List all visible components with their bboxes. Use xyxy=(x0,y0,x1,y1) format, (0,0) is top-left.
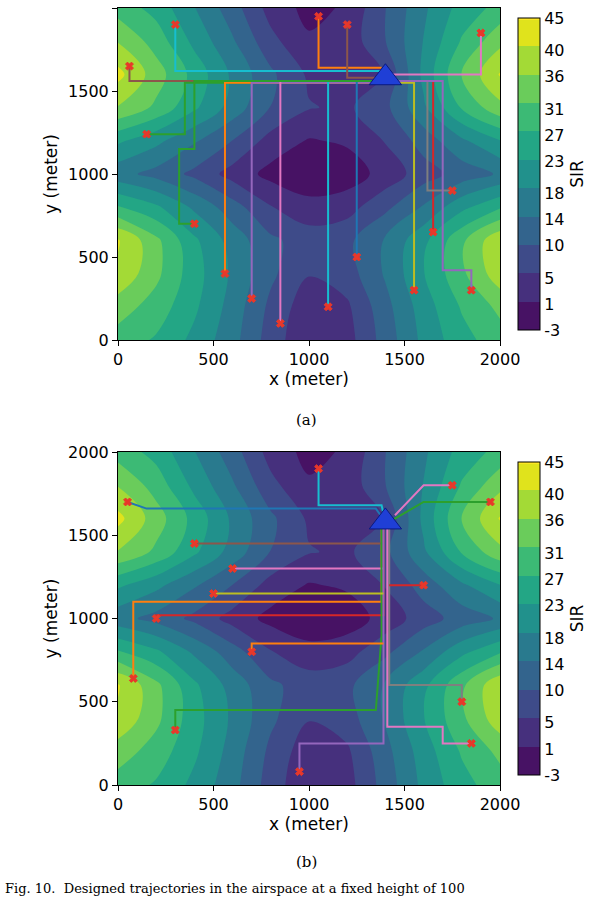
svg-text:x (meter): x (meter) xyxy=(269,814,349,834)
svg-text:x (meter): x (meter) xyxy=(269,369,349,389)
svg-text:1500: 1500 xyxy=(384,795,425,814)
svg-text:27: 27 xyxy=(544,570,564,589)
svg-text:SIR: SIR xyxy=(567,605,587,633)
svg-text:5: 5 xyxy=(544,269,554,288)
svg-text:2000: 2000 xyxy=(68,443,109,462)
svg-text:0: 0 xyxy=(113,795,123,814)
svg-text:31: 31 xyxy=(544,544,564,563)
svg-text:500: 500 xyxy=(198,795,229,814)
svg-text:1500: 1500 xyxy=(68,82,109,101)
svg-text:1000: 1000 xyxy=(68,165,109,184)
svg-text:500: 500 xyxy=(78,692,109,711)
svg-text:y (meter): y (meter) xyxy=(41,134,61,214)
svg-text:10: 10 xyxy=(544,681,564,700)
svg-text:1500: 1500 xyxy=(384,350,425,369)
svg-text:1000: 1000 xyxy=(68,609,109,628)
svg-text:2000: 2000 xyxy=(480,350,521,369)
svg-text:1000: 1000 xyxy=(289,350,330,369)
svg-text:5: 5 xyxy=(544,713,554,732)
svg-text:2000: 2000 xyxy=(480,795,521,814)
svg-text:18: 18 xyxy=(544,629,564,648)
svg-text:14: 14 xyxy=(544,210,564,229)
svg-text:Fig. 10. Designed trajectorie: Fig. 10. Designed trajectories in the ai… xyxy=(5,881,465,896)
svg-text:-3: -3 xyxy=(544,321,560,340)
svg-text:14: 14 xyxy=(544,655,564,674)
svg-text:1000: 1000 xyxy=(289,795,330,814)
svg-text:500: 500 xyxy=(198,350,229,369)
svg-text:1: 1 xyxy=(544,740,554,759)
svg-text:-3: -3 xyxy=(544,766,560,785)
svg-text:36: 36 xyxy=(544,511,564,530)
svg-text:23: 23 xyxy=(544,152,564,171)
svg-text:36: 36 xyxy=(544,67,564,86)
svg-text:45: 45 xyxy=(544,9,564,28)
svg-text:y (meter): y (meter) xyxy=(41,579,61,659)
svg-text:31: 31 xyxy=(544,100,564,119)
svg-text:27: 27 xyxy=(544,126,564,145)
svg-text:0: 0 xyxy=(99,331,109,350)
svg-text:40: 40 xyxy=(544,485,564,504)
svg-text:45: 45 xyxy=(544,453,564,472)
svg-text:1500: 1500 xyxy=(68,526,109,545)
svg-text:0: 0 xyxy=(99,776,109,795)
svg-text:(b): (b) xyxy=(296,853,317,871)
svg-text:10: 10 xyxy=(544,236,564,255)
svg-text:500: 500 xyxy=(78,248,109,267)
svg-text:1: 1 xyxy=(544,295,554,314)
svg-text:18: 18 xyxy=(544,184,564,203)
svg-text:23: 23 xyxy=(544,596,564,615)
svg-text:0: 0 xyxy=(113,350,123,369)
svg-text:40: 40 xyxy=(544,41,564,60)
svg-text:SIR: SIR xyxy=(567,160,587,188)
svg-text:(a): (a) xyxy=(296,411,317,429)
